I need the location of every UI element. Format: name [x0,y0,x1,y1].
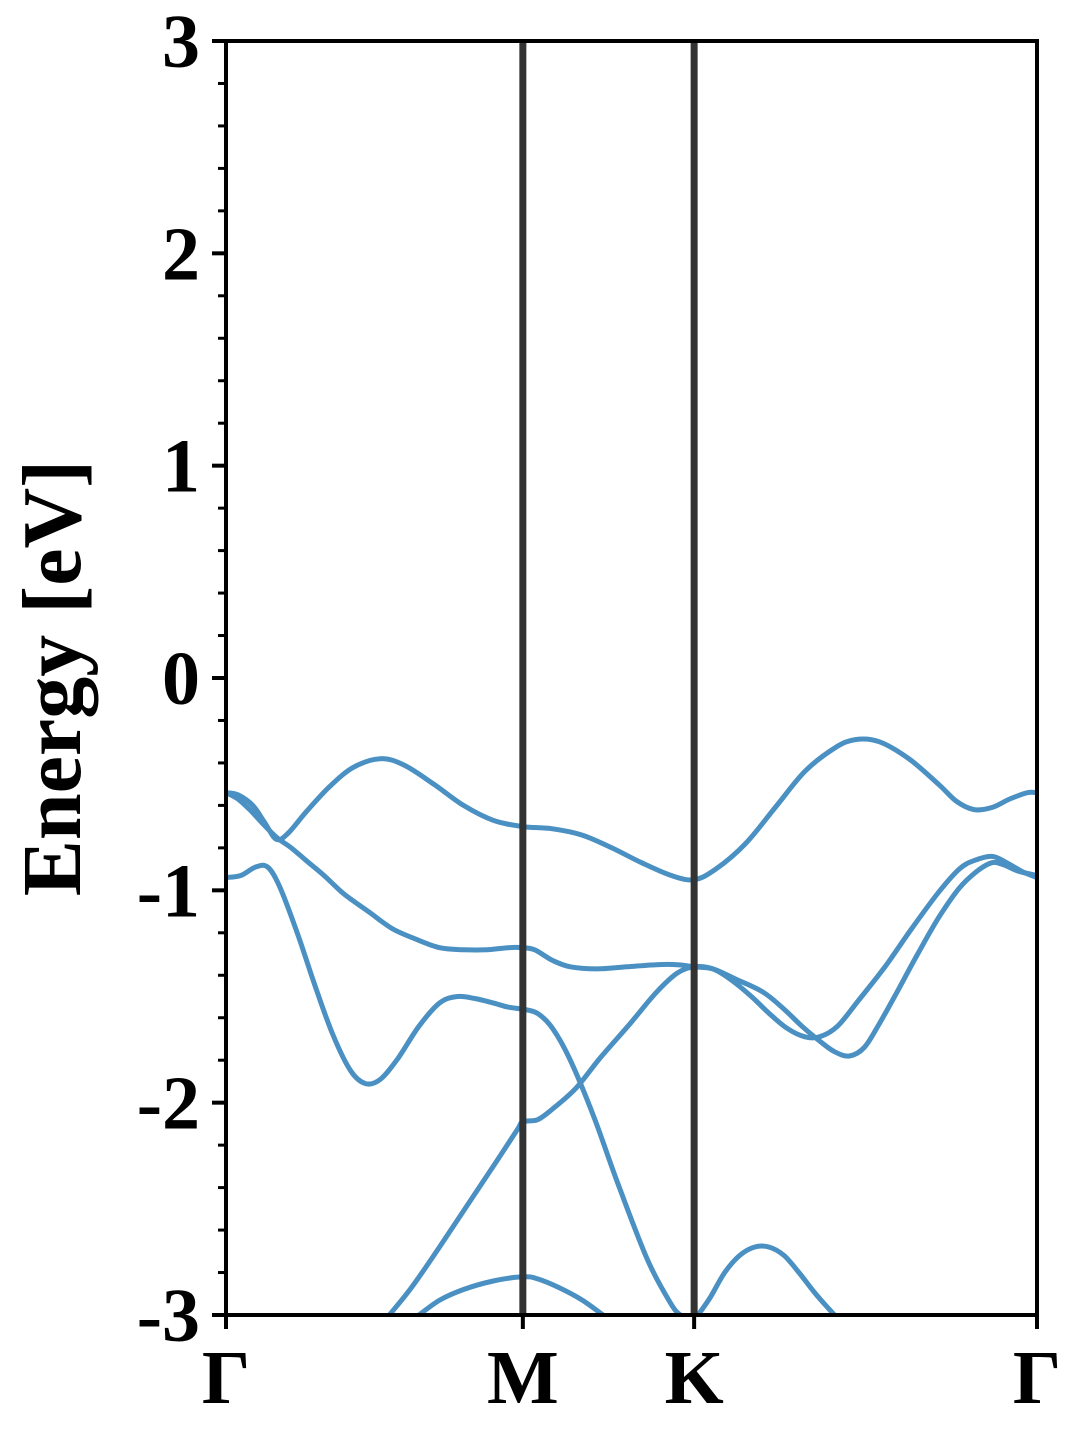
band-line-6 [695,1243,837,1315]
y-tick-label: -2 [137,1062,200,1146]
axes-layer [224,39,1039,1317]
plot-frame [224,39,1039,1317]
y-tick-label: -3 [137,1274,200,1358]
band-line-3 [226,862,683,1315]
kpath-lines-layer [519,41,698,1315]
x-kpoint-label: M [487,1336,559,1420]
band-line-2 [226,736,1037,883]
y-axis-title: Energy [eV] [6,460,99,896]
y-tick-label: -1 [137,849,200,933]
band-line-1 [226,790,1037,1059]
y-tick-label: 2 [162,212,200,296]
bands-layer [226,736,1037,1315]
x-kpoint-label: Γ [202,1336,250,1420]
x-kpoint-label: K [665,1336,724,1420]
band-line-5 [416,1274,606,1315]
band-line-4 [386,853,1037,1315]
x-kpoint-label: Γ [1013,1336,1061,1420]
y-ticks-layer: -3 -2 -1 0 1 2 3 [137,0,226,1358]
y-tick-label: 3 [162,0,200,84]
y-tick-label: 1 [162,425,200,509]
y-tick-label: 0 [162,637,200,721]
